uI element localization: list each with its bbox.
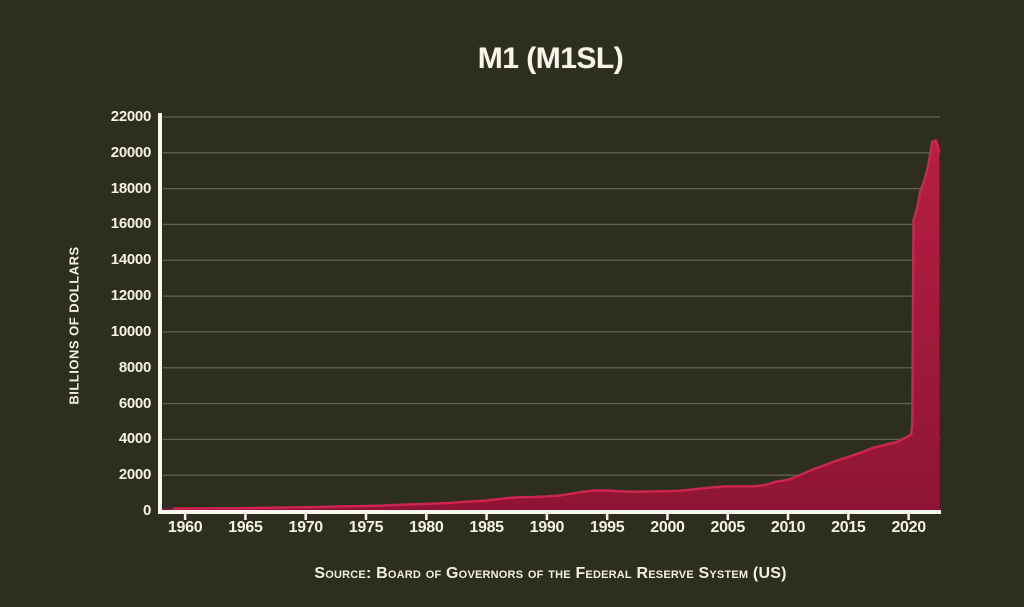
x-tick <box>364 514 368 520</box>
x-tick-label: 2020 <box>891 519 926 536</box>
x-tick <box>545 514 549 520</box>
x-tick-label: 1985 <box>469 519 504 536</box>
x-tick-label: 1960 <box>167 519 203 536</box>
x-tick-label: 1970 <box>288 519 324 536</box>
x-tick <box>847 514 850 520</box>
y-tick-label: 10000 <box>110 322 152 340</box>
x-tick <box>304 514 307 520</box>
chart-title: M1 (M1SL) <box>477 42 624 75</box>
x-tick-label: 1990 <box>529 519 565 536</box>
x-tick-label: 2005 <box>710 519 746 536</box>
source-caption: Source: Board of Governors of the Federa… <box>314 565 787 582</box>
x-axis-line <box>158 510 941 514</box>
x-tick <box>425 514 428 520</box>
x-tick-label: 2010 <box>770 519 806 536</box>
x-tick <box>666 514 669 520</box>
y-tick-label: 2000 <box>118 466 151 484</box>
y-tick-label: 0 <box>142 502 151 519</box>
x-tick-label: 1975 <box>348 519 384 536</box>
y-tick-label: 8000 <box>118 358 151 376</box>
y-tick-label: 20000 <box>110 143 152 161</box>
x-tick <box>183 514 187 520</box>
x-tick <box>907 514 910 520</box>
m1-area-edge <box>173 139 941 510</box>
y-axis-line <box>158 113 162 514</box>
y-tick-label: 6000 <box>118 394 151 412</box>
x-tick-label: 1965 <box>228 519 263 536</box>
x-tick-label: 1995 <box>589 519 625 536</box>
x-tick <box>605 514 609 520</box>
x-tick <box>786 514 790 520</box>
x-tick-label: 1980 <box>409 519 444 536</box>
x-tick-label: 2015 <box>831 519 866 536</box>
x-tick <box>244 514 247 520</box>
y-tick-label: 18000 <box>110 179 152 197</box>
y-tick-label: 22000 <box>110 108 152 125</box>
y-tick-label: 16000 <box>110 215 152 233</box>
x-tick <box>726 514 730 520</box>
x-tick <box>485 514 488 520</box>
m1-area <box>161 140 940 512</box>
x-tick-label: 2000 <box>650 519 685 536</box>
y-tick-label: 12000 <box>110 287 152 305</box>
y-tick-label: 14000 <box>110 251 152 269</box>
y-tick-label: 4000 <box>118 430 151 448</box>
